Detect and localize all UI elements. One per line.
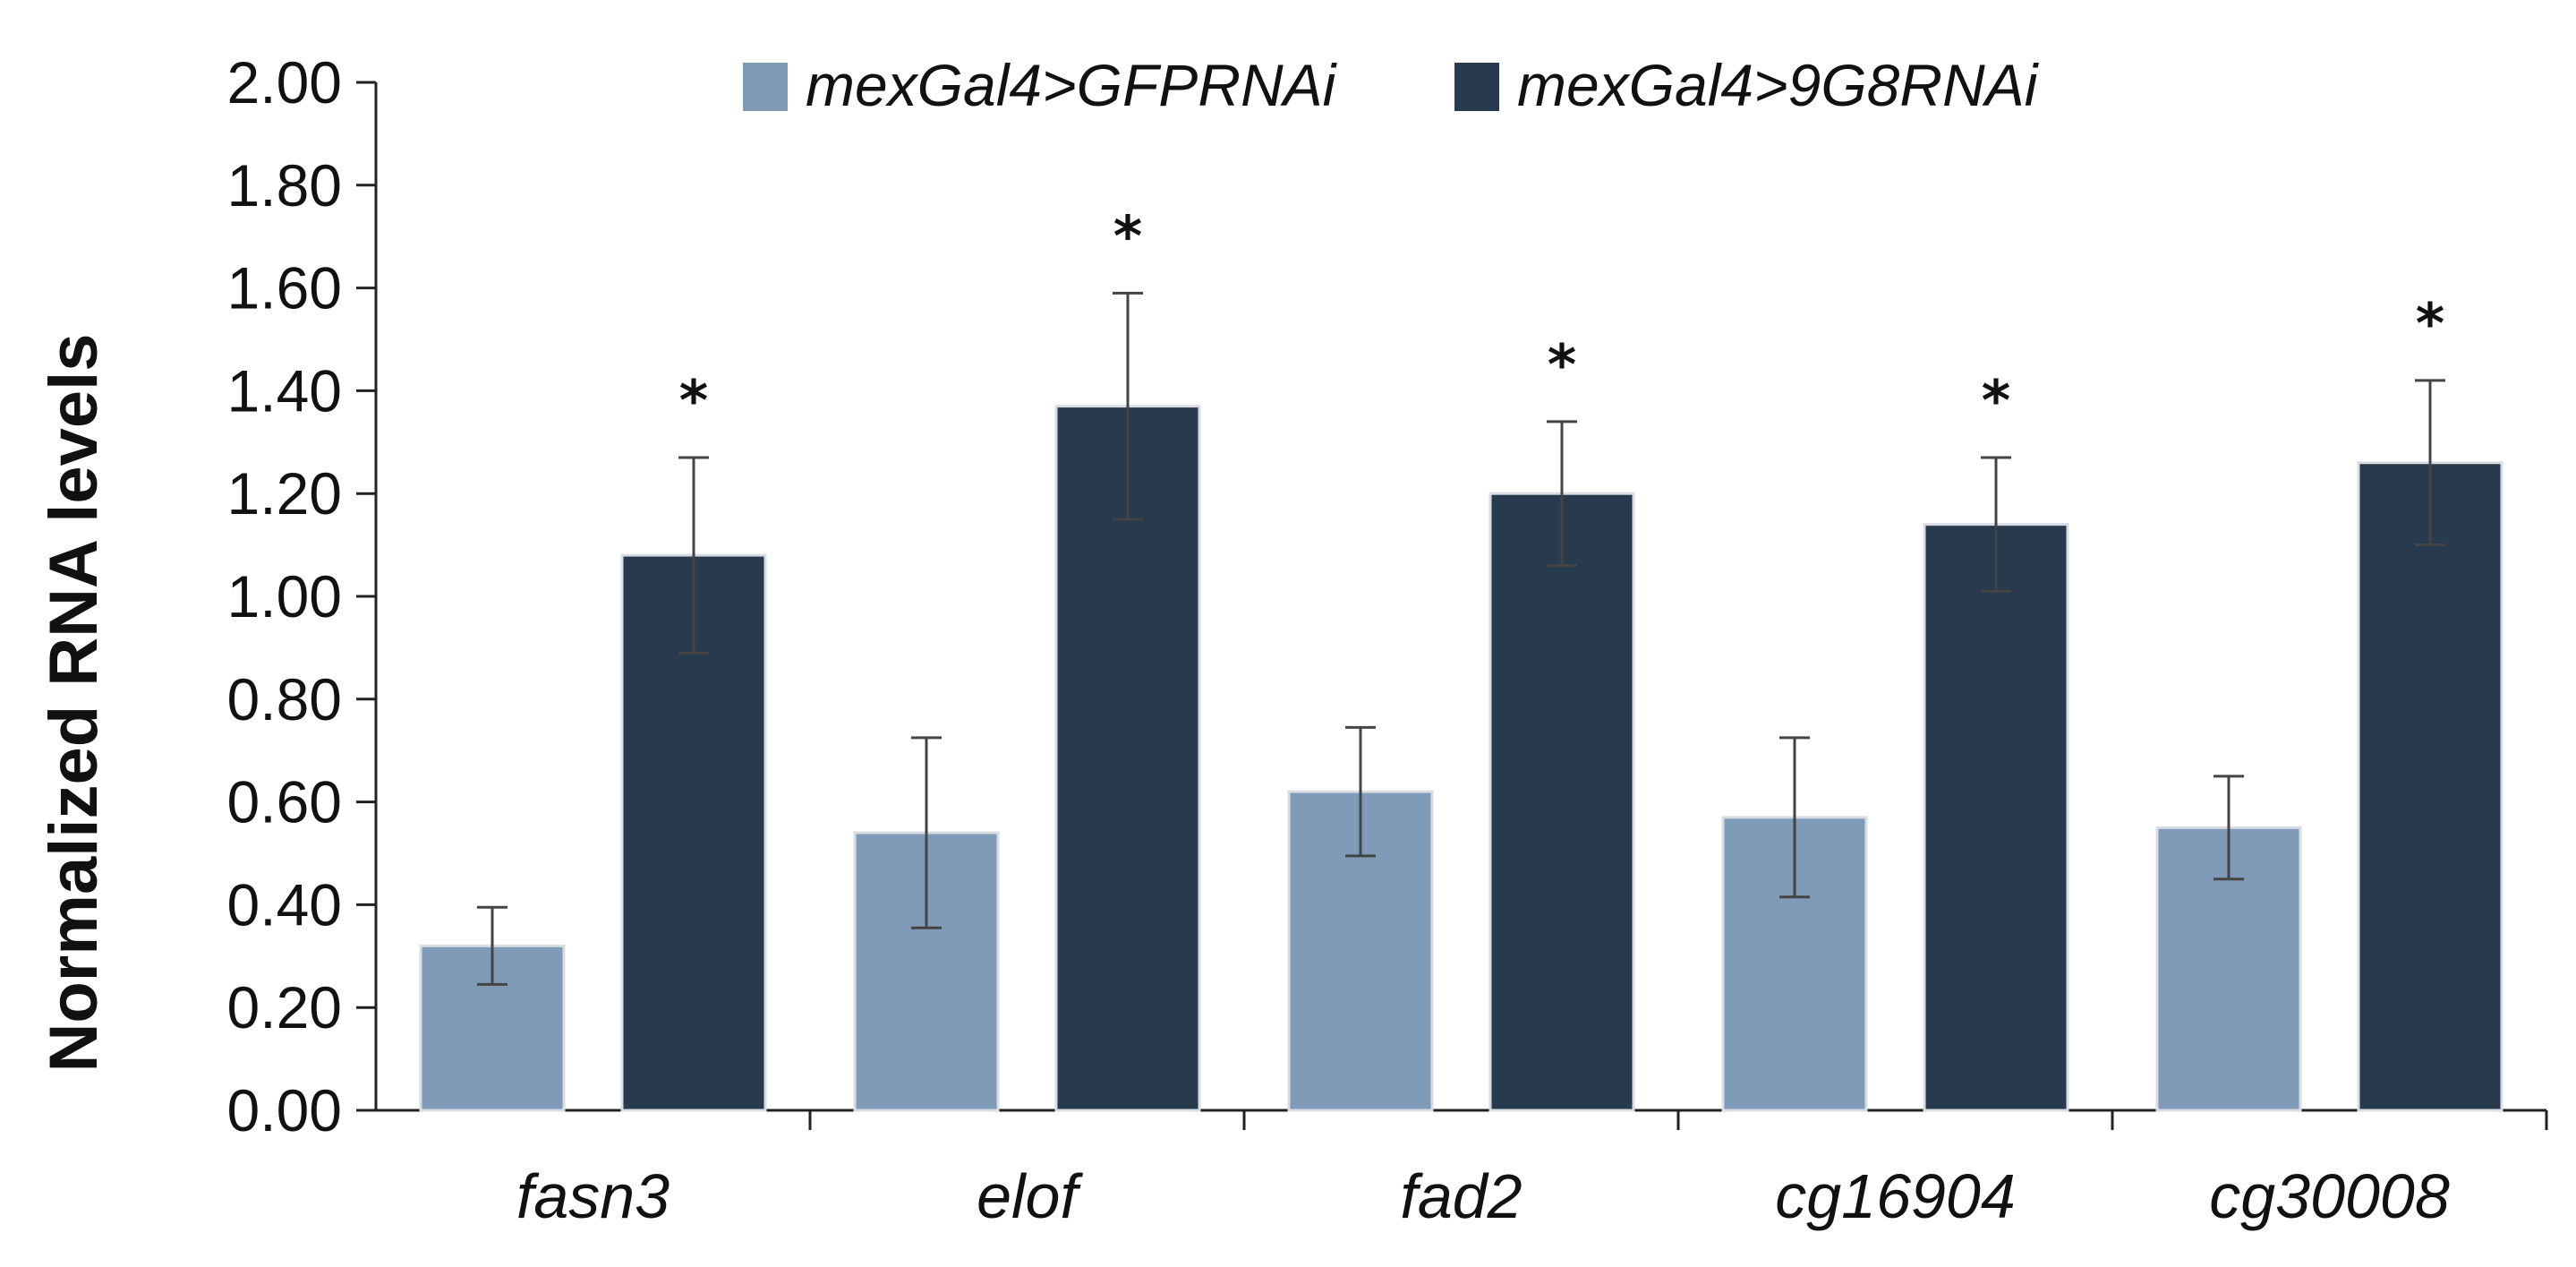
y-axis-label: Normalized RNA levels (36, 333, 112, 1072)
y-tick-label: 0.80 (227, 666, 342, 732)
significance-marker: * (1548, 332, 1576, 398)
x-tick-label: cg30008 (2209, 1161, 2450, 1231)
significance-marker: * (1113, 203, 1142, 269)
y-tick-label: 2.00 (227, 49, 342, 116)
significance-marker: * (2416, 291, 2444, 356)
legend: mexGal4>GFPRNAi mexGal4>9G8RNAi (743, 52, 2040, 118)
y-tick-label: 1.40 (227, 357, 342, 424)
legend-swatch (1454, 63, 1499, 111)
y-tick-label: 0.20 (227, 974, 342, 1040)
y-tick-label: 0.00 (227, 1077, 342, 1143)
significance-marker: * (1982, 368, 2010, 433)
y-tick-label: 1.20 (227, 460, 342, 526)
axes: 0.00 0.20 0.40 0.60 0.80 1.00 1.20 1.40 1.60 1.80… (227, 49, 2548, 1231)
y-tick-label: 1.80 (227, 152, 342, 218)
x-tick-label: elof (977, 1161, 1083, 1231)
x-tick-label: cg16904 (1775, 1161, 2016, 1231)
bars-group: * * * * * (419, 203, 2503, 1112)
bar-9g8 (1923, 523, 2069, 1112)
legend-swatch (743, 63, 788, 111)
y-tick-label: 0.60 (227, 769, 342, 835)
bar-9g8 (2357, 461, 2503, 1112)
y-tick-label: 1.00 (227, 563, 342, 629)
y-tick-label: 0.40 (227, 871, 342, 937)
legend-label: mexGal4>9G8RNAi (1517, 52, 2040, 118)
significance-marker: * (679, 368, 708, 433)
x-tick-label: fad2 (1400, 1161, 1522, 1231)
x-tick-label: fasn3 (516, 1161, 670, 1231)
legend-label: mexGal4>GFPRNAi (806, 52, 1338, 118)
y-tick-label: 1.60 (227, 255, 342, 321)
bar-9g8 (1488, 492, 1635, 1112)
